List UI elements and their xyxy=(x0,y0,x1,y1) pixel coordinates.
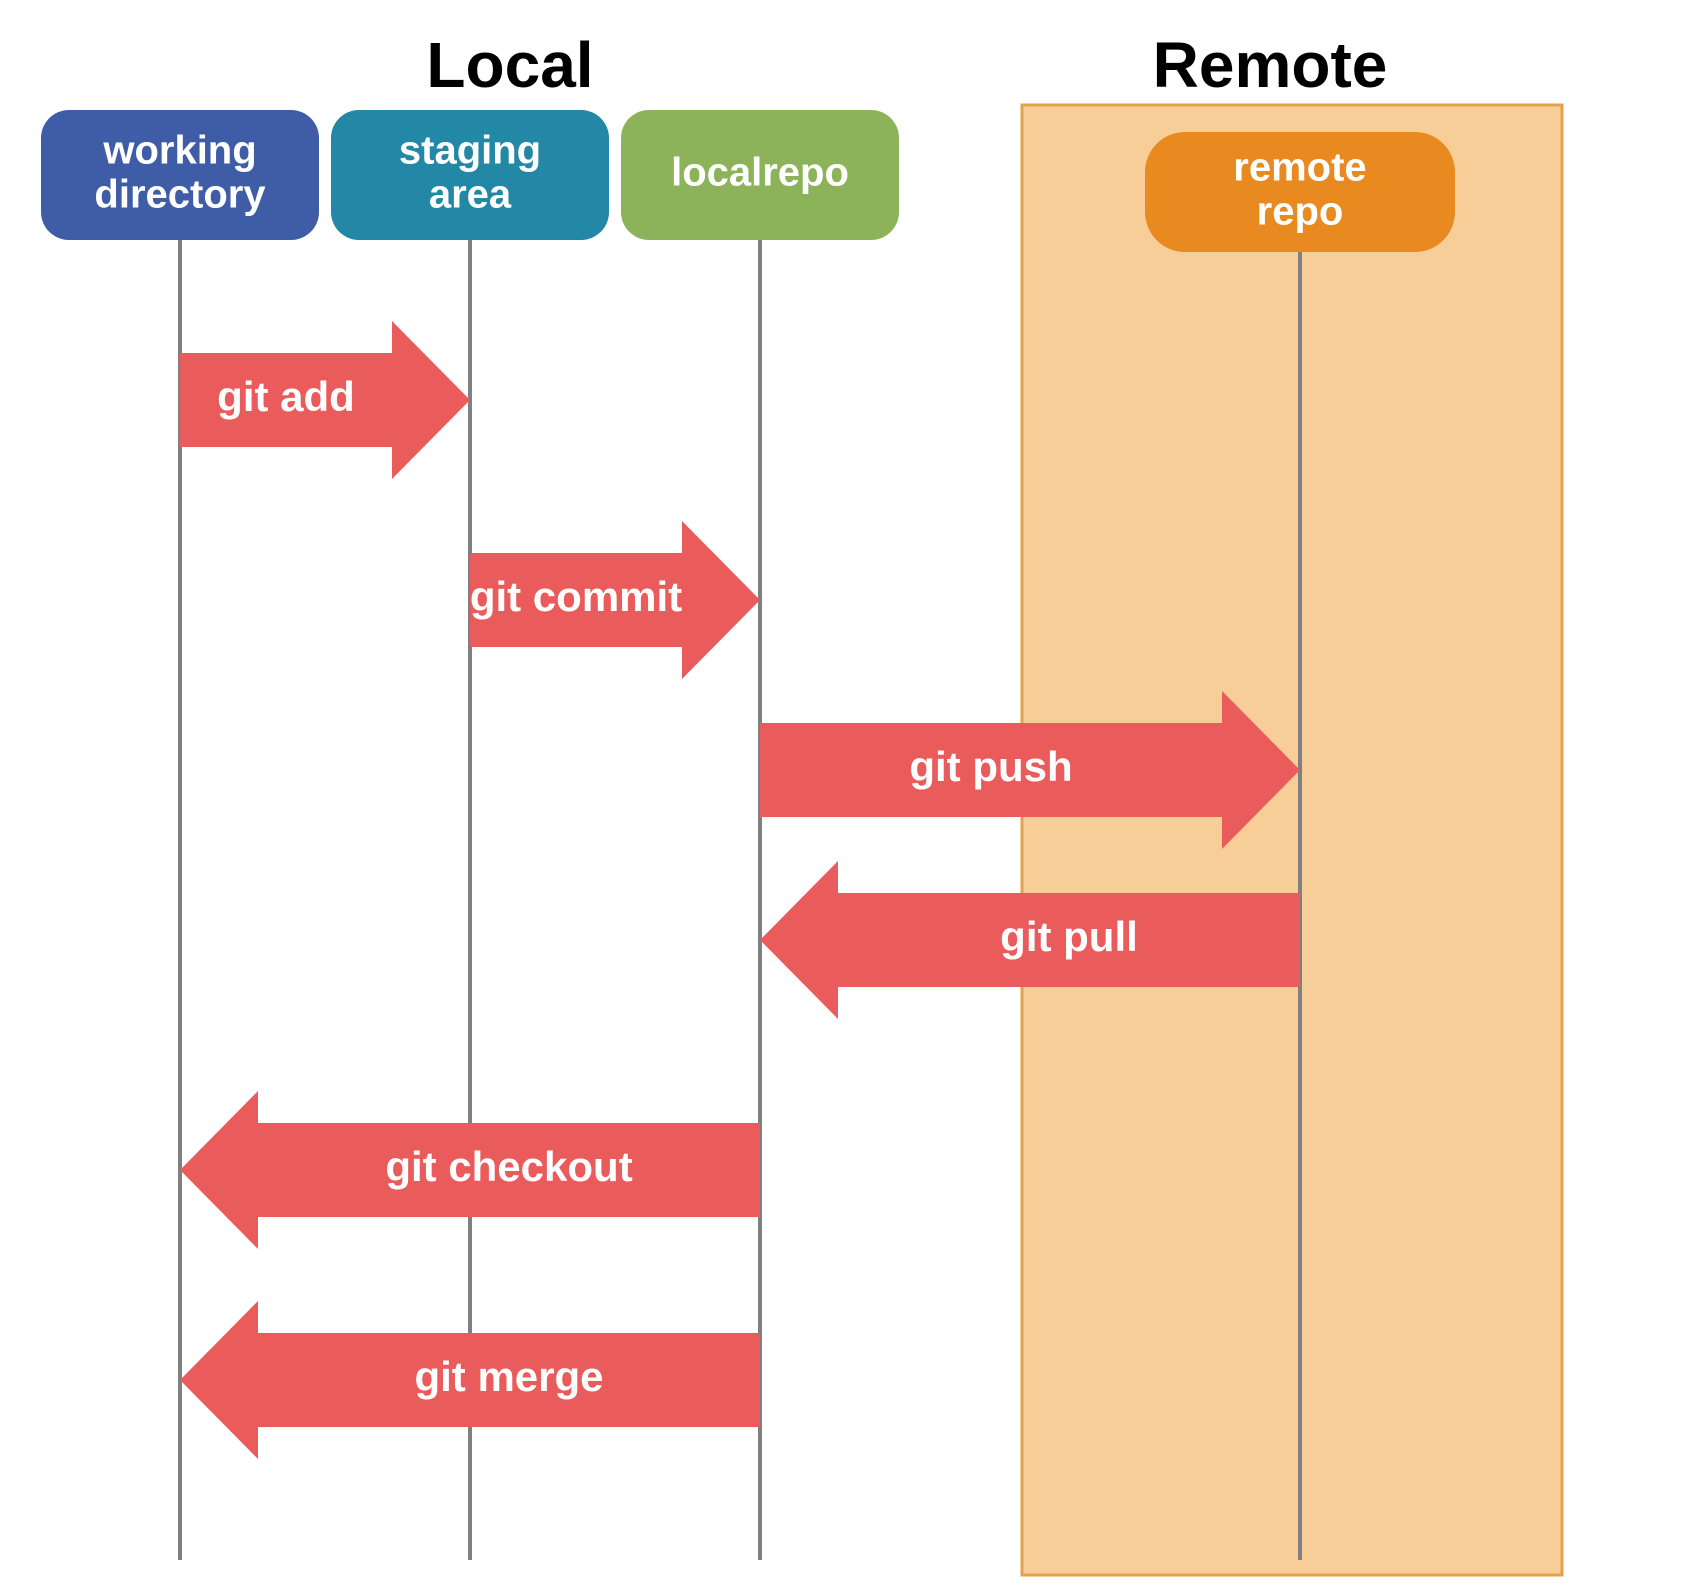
node-localrepo: localrepo xyxy=(621,110,899,240)
node-staging: stagingarea xyxy=(331,110,609,240)
arrow-add-label: git add xyxy=(217,373,355,420)
git-workflow-diagram: Local Remote git add git commit git push git … xyxy=(0,0,1698,1592)
node-staging-label2: area xyxy=(429,173,512,217)
arrow-merge-label: git merge xyxy=(414,1353,603,1400)
node-remote: remoterepo xyxy=(1145,132,1455,252)
remote-header: Remote xyxy=(1153,29,1388,101)
arrow-push-label: git push xyxy=(909,743,1072,790)
node-remote-label2: repo xyxy=(1257,190,1344,234)
node-localrepo-label: localrepo xyxy=(671,151,849,195)
arrow-commit-label: git commit xyxy=(470,573,682,620)
node-working-label2: directory xyxy=(94,173,266,217)
remote-region xyxy=(1022,105,1562,1575)
node-working: workingdirectory xyxy=(41,110,319,240)
arrow-add: git add xyxy=(180,321,470,479)
local-header: Local xyxy=(426,29,593,101)
arrow-commit: git commit xyxy=(470,521,760,679)
node-remote-label1: remote xyxy=(1233,146,1366,190)
node-working-label1: working xyxy=(102,129,256,173)
arrow-checkout-label: git checkout xyxy=(385,1143,632,1190)
node-staging-label1: staging xyxy=(399,129,541,173)
arrow-pull-label: git pull xyxy=(1000,913,1138,960)
